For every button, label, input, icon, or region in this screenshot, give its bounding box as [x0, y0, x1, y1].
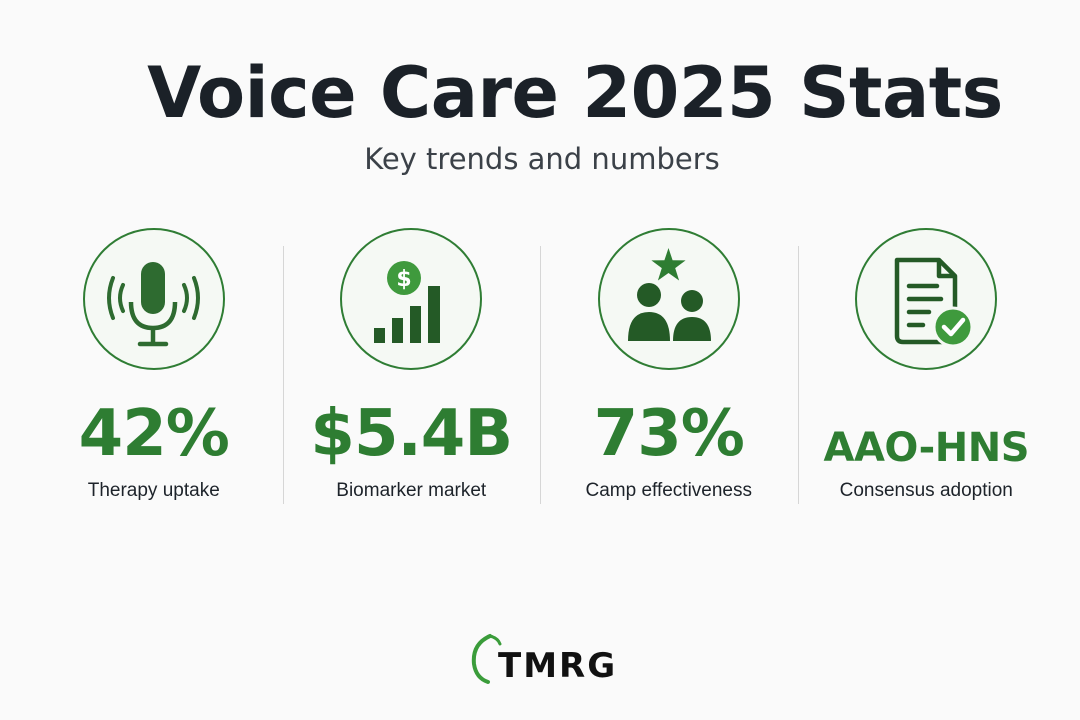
microphone-icon [106, 262, 200, 347]
stat-icon-badge: $ [340, 228, 483, 370]
document-check-icon [895, 257, 974, 348]
stat-label: Biomarker market [336, 480, 487, 501]
stat-consensus-adoption: AAO-HNS Consensus adoption [797, 228, 1056, 518]
stat-icon-badge [855, 228, 998, 370]
stat-icon-badge [82, 228, 225, 370]
page-subtitle: Key trends and numbers [364, 142, 720, 176]
stat-therapy-uptake: 42% Therapy uptake [25, 228, 283, 518]
stat-label: Therapy uptake [87, 480, 220, 501]
column-divider [540, 246, 541, 504]
stat-biomarker-market: $ $5.4B Biomarker market [282, 228, 541, 518]
svg-text:$: $ [397, 267, 412, 292]
stat-icon-badge [597, 228, 740, 370]
stat-value: $5.4B [310, 397, 513, 471]
stat-camp-effectiveness: 73% Camp effectiveness [540, 228, 798, 518]
page-title: Voice Care 2025 Stats [147, 52, 1003, 134]
column-divider [797, 246, 799, 504]
brand-logo: TMRG [468, 630, 618, 690]
stat-label: Camp effectiveness [585, 480, 752, 501]
column-divider [282, 246, 284, 504]
people-star-icon [627, 248, 711, 341]
stat-value: 73% [593, 397, 745, 471]
stat-value: AAO-HNS [823, 425, 1030, 471]
stats-row: 42% Therapy uptake $ $5.4B Biomarker mar… [25, 228, 1055, 518]
brand-name: TMRG [498, 646, 618, 686]
swoosh-icon [471, 634, 502, 684]
dollar-bar-chart-icon: $ [374, 261, 441, 343]
stat-label: Consensus adoption [839, 480, 1013, 501]
stat-value: 42% [78, 397, 230, 471]
